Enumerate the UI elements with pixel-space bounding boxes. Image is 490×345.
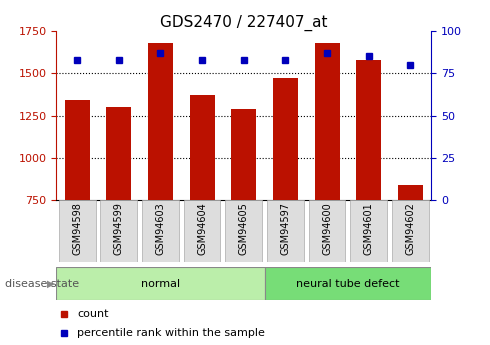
Bar	[225, 200, 262, 262]
Bar	[309, 200, 345, 262]
Text: GSM94603: GSM94603	[155, 202, 166, 255]
Text: disease state: disease state	[5, 279, 79, 289]
Bar	[392, 200, 429, 262]
Text: GSM94601: GSM94601	[364, 202, 374, 255]
Text: normal: normal	[141, 279, 180, 289]
Text: ▶: ▶	[47, 279, 54, 289]
Bar	[350, 200, 387, 262]
Bar	[265, 267, 431, 300]
Text: GSM94597: GSM94597	[280, 202, 291, 255]
Bar	[231, 109, 256, 200]
Text: neural tube defect: neural tube defect	[296, 279, 400, 289]
Text: GSM94604: GSM94604	[197, 202, 207, 255]
Bar	[398, 185, 423, 200]
Bar	[356, 60, 381, 200]
Bar	[106, 107, 131, 200]
Text: GSM94602: GSM94602	[405, 202, 416, 255]
Title: GDS2470 / 227407_at: GDS2470 / 227407_at	[160, 15, 327, 31]
Bar	[184, 200, 220, 262]
Bar	[148, 43, 173, 200]
Text: count: count	[77, 309, 108, 319]
Text: GSM94605: GSM94605	[239, 202, 249, 255]
Bar	[190, 95, 215, 200]
Bar	[100, 200, 137, 262]
Bar	[59, 200, 96, 262]
Bar	[142, 200, 179, 262]
Text: GSM94600: GSM94600	[322, 202, 332, 255]
Text: GSM94598: GSM94598	[72, 202, 82, 255]
Text: percentile rank within the sample: percentile rank within the sample	[77, 328, 265, 338]
Bar	[267, 200, 304, 262]
Text: GSM94599: GSM94599	[114, 202, 124, 255]
Bar	[315, 43, 340, 200]
Bar	[273, 78, 298, 200]
Bar	[65, 100, 90, 200]
Bar	[56, 267, 265, 300]
